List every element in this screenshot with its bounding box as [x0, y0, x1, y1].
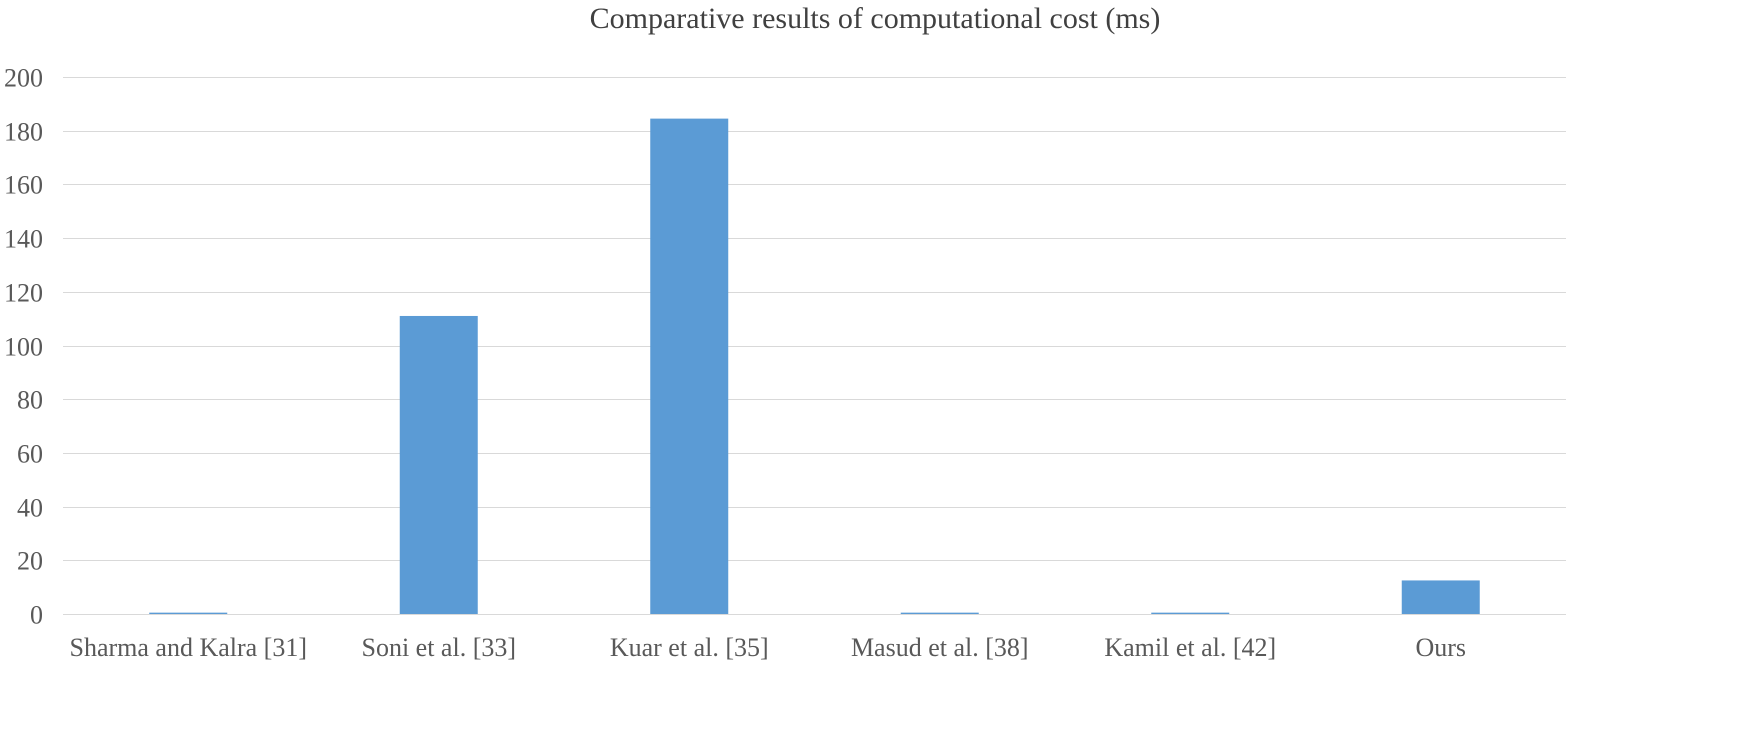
x-category-label: Soni et al. [33] [361, 633, 516, 662]
x-axis-categories: Sharma and Kalra [31] Soni et al. [33] Kua… [69, 633, 1466, 662]
y-tick-label: 40 [17, 494, 43, 523]
y-tick-label: 20 [17, 547, 43, 576]
bar [900, 612, 979, 614]
bars [149, 118, 1480, 615]
bar [1401, 580, 1480, 614]
bar [650, 118, 729, 615]
x-category-label: Masud et al. [38] [851, 633, 1029, 662]
y-tick-label: 0 [30, 601, 43, 630]
x-category-label: Kamil et al. [42] [1104, 633, 1276, 662]
bar [399, 315, 478, 614]
y-axis-ticks: 0 20 40 60 80 100 120 140 160 180 200 [4, 64, 43, 630]
chart-title: Comparative results of computational cos… [590, 2, 1161, 35]
y-tick-label: 140 [4, 225, 43, 254]
x-category-label: Sharma and Kalra [31] [69, 633, 307, 662]
y-tick-label: 60 [17, 440, 43, 469]
y-tick-label: 180 [4, 118, 43, 147]
y-tick-label: 80 [17, 386, 43, 415]
bar [149, 612, 228, 614]
y-tick-label: 100 [4, 333, 43, 362]
y-tick-label: 200 [4, 64, 43, 93]
gridlines [63, 77, 1566, 615]
y-tick-label: 160 [4, 171, 43, 200]
y-tick-label: 120 [4, 279, 43, 308]
x-category-label: Kuar et al. [35] [610, 633, 769, 662]
x-category-label: Ours [1415, 633, 1466, 662]
bar [1151, 612, 1230, 614]
